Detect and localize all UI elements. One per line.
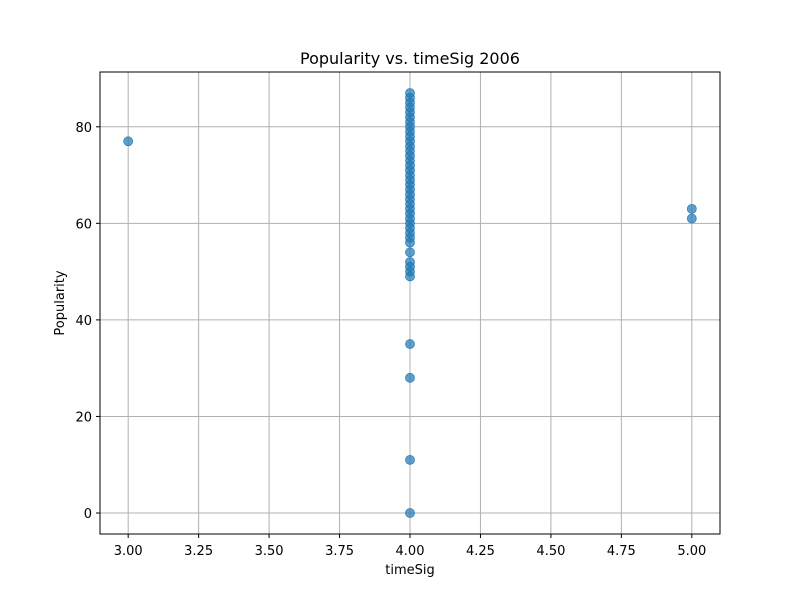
data-point [405,237,415,248]
x-axis-ticks: 3.00 3.25 3.50 3.75 4.00 4.25 4.50 4.75 5.00 [114,534,706,559]
data-point [405,508,415,518]
data-point [686,213,697,224]
x-tick-label: 3.00 [114,544,143,559]
x-tick-label: 4.25 [466,544,495,559]
x-tick-label: 4.75 [607,544,636,559]
y-axis-ticks: 0 20 40 60 80 [75,121,100,522]
x-tick-label: 5.00 [677,544,706,559]
y-tick-label: 0 [84,507,92,522]
x-tick-label: 3.25 [184,544,213,559]
data-point [405,454,415,465]
x-tick-label: 3.75 [325,544,354,559]
data-point [123,136,134,147]
y-tick-label: 60 [75,217,92,232]
data-point [405,271,415,282]
chart-title: Popularity vs. timeSig 2006 [300,49,520,68]
x-tick-label: 3.50 [255,544,284,559]
data-point [405,247,415,258]
data-points [123,88,697,518]
y-tick-label: 80 [75,121,92,136]
data-point [686,203,697,214]
y-tick-label: 40 [75,314,92,329]
x-tick-label: 4.50 [536,544,565,559]
data-point [405,339,415,349]
x-axis-label: timeSig [385,563,435,578]
x-tick-label: 4.00 [396,544,425,559]
data-point [405,372,415,383]
y-tick-label: 20 [75,410,92,425]
y-axis-label: Popularity [53,270,68,335]
